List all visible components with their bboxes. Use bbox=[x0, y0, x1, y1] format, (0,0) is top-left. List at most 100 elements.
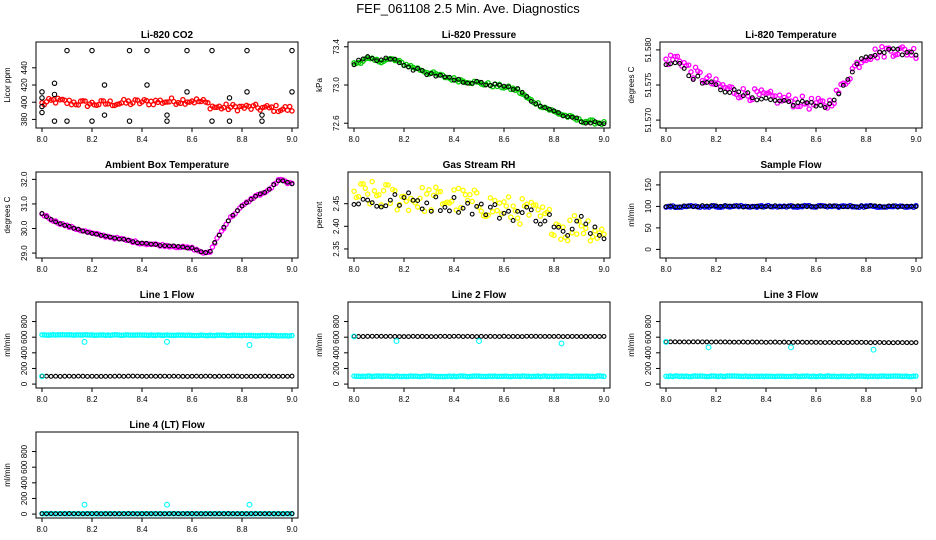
x-tick-label: 8.8 bbox=[548, 395, 560, 404]
data-point bbox=[275, 511, 281, 517]
x-tick-label: 8.0 bbox=[348, 395, 360, 404]
data-point bbox=[198, 373, 204, 379]
data-point bbox=[153, 241, 159, 247]
data-point bbox=[360, 334, 366, 339]
data-point bbox=[244, 47, 250, 54]
data-point bbox=[203, 511, 209, 517]
data-point bbox=[248, 196, 254, 202]
data-point bbox=[672, 204, 678, 210]
data-point bbox=[374, 333, 380, 339]
data-point bbox=[39, 95, 45, 101]
data-point bbox=[374, 203, 380, 209]
data-point bbox=[401, 195, 407, 200]
data-point bbox=[913, 373, 919, 379]
data-point bbox=[849, 69, 855, 75]
x-tick-label: 9.0 bbox=[598, 135, 610, 144]
data-point bbox=[512, 208, 519, 214]
data-point bbox=[221, 224, 227, 230]
data-point bbox=[754, 203, 760, 209]
data-point bbox=[198, 249, 204, 255]
data-point bbox=[455, 185, 462, 192]
data-point bbox=[886, 46, 892, 52]
x-tick-label: 8.6 bbox=[810, 395, 822, 404]
x-tick-label: 8.6 bbox=[810, 265, 822, 274]
x-tick-label: 8.6 bbox=[186, 265, 198, 274]
y-axis-label: percent bbox=[315, 201, 324, 228]
data-point bbox=[822, 340, 828, 345]
data-point bbox=[668, 203, 673, 209]
data-point bbox=[451, 333, 457, 339]
data-point bbox=[289, 373, 295, 379]
data-point bbox=[52, 100, 59, 106]
data-point bbox=[813, 339, 819, 345]
data-point bbox=[223, 101, 229, 107]
data-point bbox=[731, 203, 737, 209]
data-point bbox=[246, 342, 253, 348]
y-tick-label: 400 bbox=[644, 346, 653, 360]
data-point bbox=[230, 373, 236, 379]
data-point bbox=[736, 203, 742, 209]
x-tick-label: 9.0 bbox=[286, 265, 298, 274]
data-point bbox=[749, 204, 755, 210]
panel-sample-flow: Sample Flow ml/min 8.0 8.2 8.4 8.6 8.8 9.0 0 50 10… bbox=[627, 160, 923, 274]
data-points bbox=[39, 176, 295, 256]
data-point bbox=[868, 54, 873, 60]
data-point bbox=[699, 80, 705, 86]
data-point bbox=[806, 106, 812, 112]
data-point bbox=[854, 61, 860, 67]
data-point bbox=[795, 339, 801, 345]
data-point bbox=[785, 92, 792, 98]
x-tick-label: 9.0 bbox=[910, 265, 922, 274]
data-point bbox=[226, 95, 233, 101]
data-point bbox=[840, 82, 846, 88]
data-point bbox=[437, 72, 443, 78]
data-point bbox=[745, 90, 751, 96]
data-point bbox=[813, 100, 819, 106]
data-point bbox=[473, 190, 480, 196]
data-point bbox=[171, 373, 177, 379]
data-point bbox=[107, 234, 113, 240]
data-point bbox=[419, 206, 425, 212]
x-tick-label: 8.4 bbox=[136, 265, 148, 274]
data-point bbox=[428, 208, 434, 214]
data-point bbox=[410, 197, 416, 203]
data-point bbox=[763, 95, 769, 101]
data-point bbox=[144, 82, 150, 88]
data-point bbox=[112, 511, 118, 517]
data-point bbox=[112, 373, 118, 379]
x-tick-label: 8.8 bbox=[236, 395, 248, 404]
data-point bbox=[415, 198, 421, 204]
data-point bbox=[781, 203, 787, 209]
data-point bbox=[528, 98, 534, 104]
x-tick-label: 8.8 bbox=[236, 265, 248, 274]
x-tick-label: 8.0 bbox=[660, 265, 672, 274]
data-point bbox=[132, 97, 138, 103]
data-point bbox=[583, 334, 589, 339]
y-tick-label: 72.6 bbox=[332, 115, 341, 131]
series-ave bbox=[351, 190, 607, 242]
data-point bbox=[558, 236, 564, 242]
data-point bbox=[289, 47, 295, 54]
y-axis-label: ml/min bbox=[627, 203, 636, 227]
data-point bbox=[385, 182, 391, 188]
data-point bbox=[367, 201, 373, 207]
data-point bbox=[166, 373, 172, 379]
data-point bbox=[883, 45, 890, 52]
data-point bbox=[537, 221, 543, 227]
data-point bbox=[574, 115, 580, 121]
data-point bbox=[519, 210, 525, 216]
y-tick-label: 800 bbox=[644, 314, 653, 328]
data-point bbox=[53, 373, 59, 379]
data-point bbox=[48, 217, 54, 222]
y-tick-label: 51.570 bbox=[644, 107, 653, 132]
data-point bbox=[207, 511, 213, 517]
data-point bbox=[235, 208, 240, 214]
data-point bbox=[537, 103, 543, 109]
x-tick-label: 8.6 bbox=[186, 525, 198, 534]
data-point bbox=[162, 511, 168, 517]
data-point bbox=[44, 373, 49, 379]
data-point bbox=[221, 225, 227, 232]
data-point bbox=[39, 373, 45, 380]
x-tick-label: 9.0 bbox=[598, 395, 610, 404]
data-point bbox=[351, 333, 357, 340]
